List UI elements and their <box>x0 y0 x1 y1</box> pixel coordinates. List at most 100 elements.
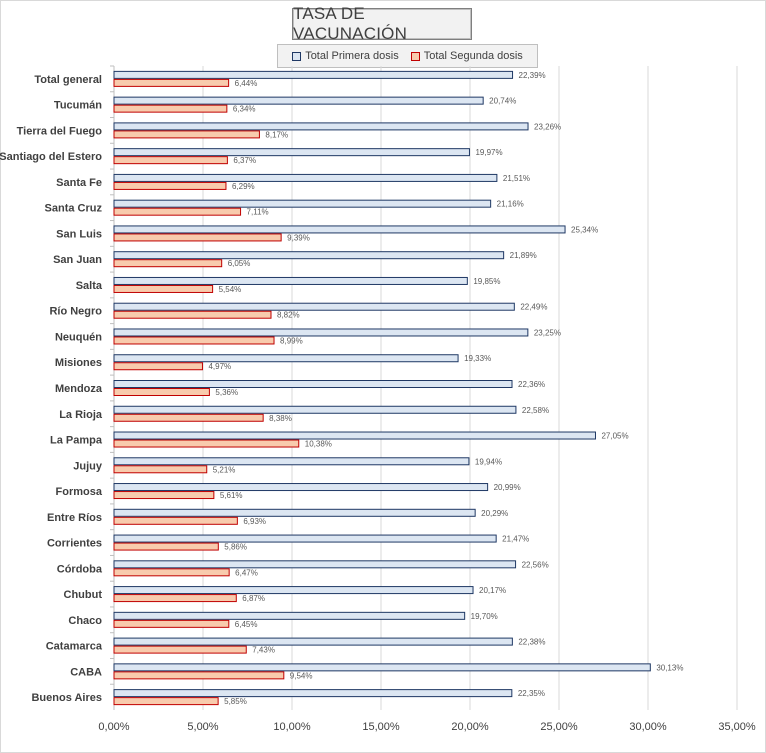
category-label-15: Jujuy <box>73 460 103 472</box>
bar-first-dose-19 <box>113 560 517 569</box>
category-label-20: Chubut <box>64 589 103 601</box>
bar-second-dose-0 <box>113 78 230 87</box>
data-label-first-dose-23: 30,13% <box>656 663 683 672</box>
bar-first-dose-1 <box>113 96 484 105</box>
x-tick-label-5: 25,00% <box>540 721 578 733</box>
bar-second-dose-21 <box>113 619 230 628</box>
data-label-first-dose-15: 19,94% <box>475 457 502 466</box>
chart-legend: Total Primera dosis Total Segunda dosis <box>277 44 538 68</box>
data-label-first-dose-4: 21,51% <box>503 174 530 183</box>
bar-first-dose-23 <box>113 663 651 672</box>
data-label-second-dose-13: 8,38% <box>269 414 292 423</box>
bar-first-dose-10 <box>113 328 529 337</box>
data-label-first-dose-9: 22,49% <box>520 303 547 312</box>
bar-second-dose-9 <box>113 310 272 319</box>
data-label-second-dose-9: 8,82% <box>277 311 300 320</box>
legend-swatch-second-dose <box>410 51 420 61</box>
category-label-1: Tucumán <box>54 100 102 112</box>
category-label-13: La Rioja <box>59 409 103 421</box>
data-label-first-dose-17: 20,29% <box>481 509 508 518</box>
data-label-first-dose-19: 22,56% <box>522 560 549 569</box>
data-label-second-dose-10: 8,99% <box>280 336 303 345</box>
category-label-7: San Juan <box>53 254 102 266</box>
bar-second-dose-3 <box>113 156 228 165</box>
data-label-second-dose-15: 5,21% <box>213 465 236 474</box>
data-label-second-dose-1: 6,34% <box>233 105 256 114</box>
category-label-6: San Luis <box>56 228 102 240</box>
bar-second-dose-20 <box>113 594 237 603</box>
bar-first-dose-20 <box>113 586 474 595</box>
data-label-first-dose-3: 19,97% <box>475 148 502 157</box>
category-label-12: Mendoza <box>55 383 103 395</box>
category-label-14: La Pampa <box>50 435 103 447</box>
category-label-23: CABA <box>70 666 102 678</box>
data-label-first-dose-13: 22,58% <box>522 406 549 415</box>
bar-second-dose-22 <box>113 645 247 654</box>
data-label-second-dose-16: 5,61% <box>220 491 243 500</box>
data-label-second-dose-18: 5,86% <box>224 543 247 552</box>
data-label-first-dose-24: 22,35% <box>518 689 545 698</box>
bar-second-dose-11 <box>113 362 203 371</box>
data-label-second-dose-6: 9,39% <box>287 233 310 242</box>
bar-second-dose-6 <box>113 233 282 242</box>
data-label-second-dose-2: 8,17% <box>265 130 288 139</box>
data-label-second-dose-23: 9,54% <box>290 671 313 680</box>
data-label-first-dose-14: 27,05% <box>601 432 628 441</box>
bar-first-dose-22 <box>113 637 513 646</box>
category-label-0: Total general <box>34 74 102 86</box>
chart-title-box: TASA DE VACUNACIÓN <box>292 4 472 43</box>
x-tick-label-0: 0,00% <box>98 721 129 733</box>
data-label-first-dose-20: 20,17% <box>479 586 506 595</box>
bar-first-dose-12 <box>113 380 513 388</box>
data-label-first-dose-22: 22,38% <box>518 638 545 647</box>
data-label-second-dose-22: 7,43% <box>252 646 275 655</box>
category-label-5: Santa Cruz <box>45 203 103 215</box>
category-label-8: Salta <box>76 280 103 292</box>
bar-first-dose-13 <box>113 405 517 414</box>
data-label-second-dose-14: 10,38% <box>305 440 332 449</box>
bar-first-dose-11 <box>113 354 459 363</box>
data-label-second-dose-4: 6,29% <box>232 182 255 191</box>
bar-first-dose-16 <box>113 483 489 492</box>
legend-label-first-dose: Total Primera dosis <box>305 50 399 62</box>
data-label-second-dose-24: 5,85% <box>224 697 247 706</box>
data-label-first-dose-7: 21,89% <box>510 251 537 260</box>
bar-first-dose-2 <box>113 122 529 131</box>
bar-second-dose-1 <box>113 104 228 113</box>
data-label-second-dose-0: 6,44% <box>235 79 258 88</box>
category-label-22: Catamarca <box>46 641 103 653</box>
bar-first-dose-4 <box>113 173 498 182</box>
data-label-first-dose-8: 19,85% <box>473 277 500 286</box>
bar-second-dose-5 <box>113 207 242 216</box>
bar-second-dose-13 <box>113 413 264 422</box>
data-label-second-dose-7: 6,05% <box>228 259 251 268</box>
data-label-first-dose-11: 19,33% <box>464 354 491 363</box>
category-label-17: Entre Ríos <box>47 512 102 524</box>
bar-first-dose-17 <box>113 508 476 517</box>
data-label-second-dose-3: 6,37% <box>233 156 256 165</box>
bar-first-dose-6 <box>113 225 566 234</box>
x-tick-label-7: 35,00% <box>718 721 756 733</box>
bar-second-dose-23 <box>113 671 285 680</box>
bar-second-dose-16 <box>113 491 215 500</box>
legend-item-second-dose: Total Segunda dosis <box>410 50 523 62</box>
data-label-second-dose-5: 7,11% <box>247 208 269 217</box>
bar-first-dose-15 <box>113 457 470 466</box>
data-label-first-dose-0: 22,39% <box>519 71 546 80</box>
bar-first-dose-18 <box>113 534 497 543</box>
category-label-21: Chaco <box>68 615 102 627</box>
data-label-first-dose-18: 21,47% <box>502 535 529 544</box>
x-tick-label-4: 20,00% <box>451 721 489 733</box>
x-tick-label-1: 5,00% <box>187 721 218 733</box>
chart-title: TASA DE VACUNACIÓN <box>293 4 408 43</box>
bar-first-dose-21 <box>113 611 466 620</box>
legend-swatch-first-dose <box>292 51 302 61</box>
data-label-second-dose-17: 6,93% <box>243 517 266 526</box>
bar-second-dose-7 <box>113 259 223 268</box>
data-label-first-dose-5: 21,16% <box>497 200 524 209</box>
data-label-first-dose-1: 20,74% <box>489 97 516 106</box>
bar-first-dose-24 <box>113 689 513 698</box>
bar-first-dose-9 <box>113 302 515 311</box>
x-tick-label-3: 15,00% <box>362 721 400 733</box>
